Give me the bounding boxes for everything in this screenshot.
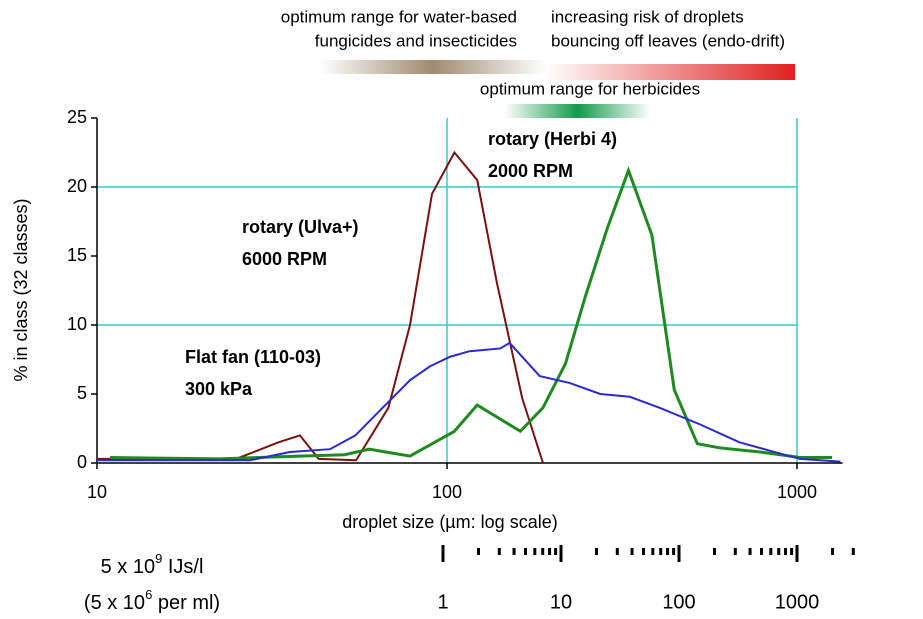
scale-tick-label: 10 (550, 591, 572, 613)
label-part: per ml) (152, 592, 220, 614)
range-label: bouncing off leaves (endo-drift) (551, 31, 785, 50)
series-label: rotary (Ulva+) (242, 217, 359, 237)
range-label: optimum range for water-based (281, 7, 517, 26)
range-label: optimum range for herbicides (480, 79, 700, 98)
range-label: fungicides and insecticides (315, 31, 517, 50)
y-tick-label: 20 (67, 176, 87, 196)
y-tick-label: 10 (67, 314, 87, 334)
concentration-label: 5 x 109 IJs/l (101, 551, 204, 578)
range-label: increasing risk of droplets (551, 7, 744, 26)
label-exp: 6 (145, 587, 152, 602)
series-label: Flat fan (110-03) (185, 347, 321, 367)
series-line (97, 341, 841, 463)
series-detail: 300 kPa (185, 379, 253, 399)
label-exp: 9 (155, 551, 162, 566)
y-axis-label: % in class (32 classes) (11, 198, 31, 381)
series-detail: 2000 RPM (488, 161, 573, 181)
series-line (97, 150, 544, 464)
y-tick-label: 15 (67, 245, 87, 265)
y-tick-label: 5 (77, 383, 87, 403)
x-axis-label: droplet size (µm: log scale) (342, 512, 557, 532)
series-detail: 6000 RPM (242, 249, 327, 269)
x-tick-label: 10 (87, 482, 107, 502)
x-tick-label: 1000 (777, 482, 817, 502)
range-bar (545, 64, 795, 80)
label-part: IJs/l (162, 556, 203, 578)
scale-tick-label: 1000 (775, 591, 820, 613)
scale-tick-label: 100 (662, 591, 695, 613)
label-part: 5 x 10 (101, 556, 155, 578)
concentration-label: (5 x 106 per ml) (84, 587, 220, 614)
y-tick-label: 25 (67, 107, 87, 127)
range-bar (320, 60, 545, 74)
range-bar (505, 104, 650, 118)
series-label: rotary (Herbi 4) (488, 129, 617, 149)
series-line (110, 166, 833, 461)
scale-tick-label: 1 (437, 591, 448, 613)
y-tick-label: 0 (77, 452, 87, 472)
label-part: (5 x 10 (84, 592, 145, 614)
x-tick-label: 100 (432, 482, 462, 502)
